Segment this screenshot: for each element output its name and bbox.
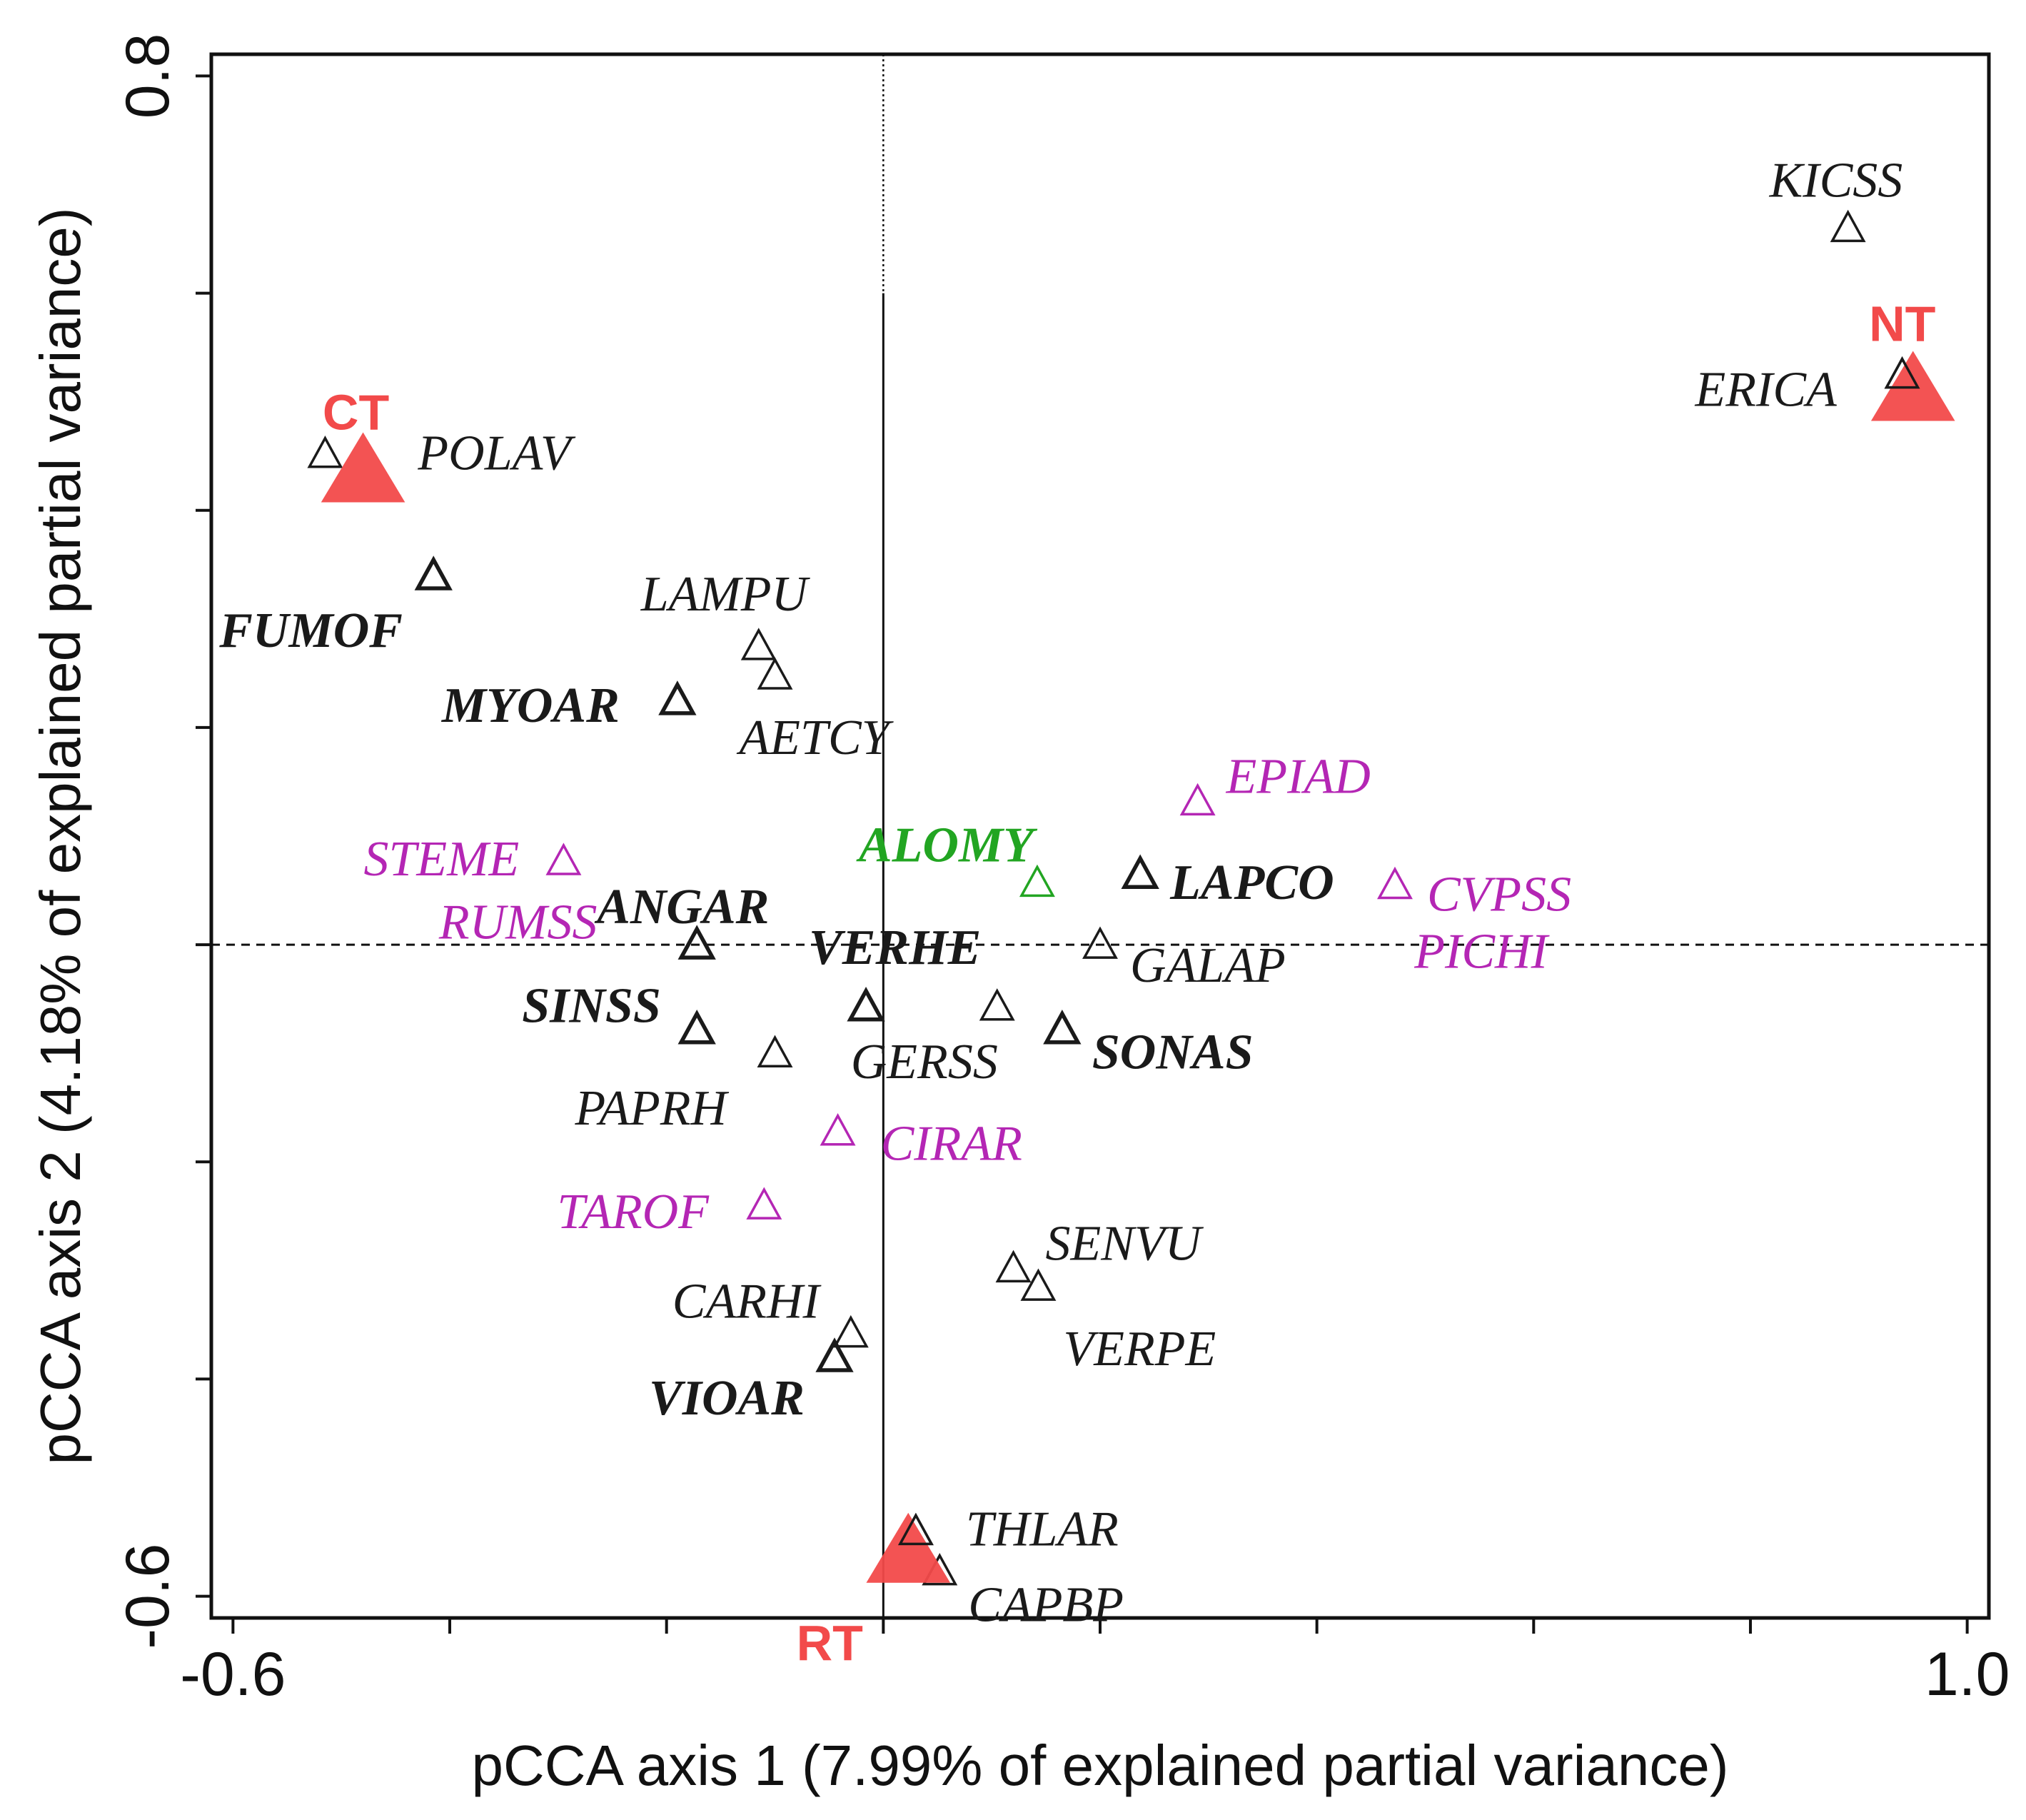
- species-point-tarof: [746, 1187, 782, 1220]
- species-label-myoar: MYOAR: [441, 678, 620, 733]
- species-point-lapco: [1121, 854, 1159, 890]
- species-point-sonas: [1043, 1009, 1082, 1045]
- species-point-overlay-erica: [1884, 356, 1920, 389]
- species-point-polav: [307, 436, 343, 468]
- species-point-steme: [545, 843, 582, 875]
- species-label-verpe: VERPE: [1063, 1322, 1216, 1377]
- y-tick-label: 0.8: [114, 34, 182, 119]
- species-point-myoar: [658, 680, 697, 715]
- treatment-label-rt: RT: [797, 1615, 863, 1671]
- species-point-alomy: [1019, 864, 1055, 898]
- treatment-point-rt: [866, 1512, 951, 1583]
- species-point-aetcy: [757, 657, 793, 690]
- species-label-carhi: CARHI: [672, 1274, 822, 1329]
- species-label-sinss: SINSS: [522, 979, 661, 1034]
- reference-lines: [211, 54, 1989, 1618]
- x-tick-label: 1.0: [1925, 1640, 2010, 1709]
- treatment-label-nt: NT: [1869, 296, 1935, 351]
- y-tick-label: -0.6: [114, 1543, 182, 1649]
- axis-tick-labels: -0.6 1.0 0.8 -0.6: [114, 34, 2010, 1709]
- species-label-lapco: LAPCO: [1169, 855, 1334, 910]
- species-point-cirar: [820, 1113, 856, 1146]
- species-point-angar: [677, 925, 716, 960]
- species-label-capbp: CAPBP: [968, 1578, 1124, 1633]
- species-label-alomy: ALOMY: [856, 818, 1038, 873]
- species-label-erica: ERICA: [1695, 363, 1838, 418]
- x-axis-title: pCCA axis 1 (7.99% of explained partial …: [472, 1734, 1729, 1797]
- species-points: [307, 209, 1920, 1586]
- species-label-thlar: THLAR: [966, 1502, 1119, 1557]
- species-point-verhe: [847, 987, 885, 1022]
- species-label-steme: STEME: [363, 832, 519, 887]
- species-point-carhi: [832, 1314, 869, 1348]
- species-point-epiad: [1179, 783, 1216, 816]
- species-point-galap: [1082, 926, 1118, 959]
- species-label-vioar: VIOAR: [649, 1371, 805, 1426]
- species-point-sinss: [677, 1009, 716, 1045]
- species-label-epiad: EPIAD: [1226, 749, 1371, 804]
- species-label-pichi: PICHI: [1413, 925, 1550, 980]
- species-label-fumof: FUMOF: [218, 603, 403, 658]
- species-label-galap: GALAP: [1130, 938, 1286, 993]
- species-point-vioar: [815, 1337, 854, 1372]
- species-label-tarof: TAROF: [557, 1185, 710, 1240]
- species-label-senvu: SENVU: [1046, 1216, 1204, 1271]
- species-label-gerss: GERSS: [851, 1035, 998, 1090]
- x-tick-label: -0.6: [180, 1640, 286, 1709]
- species-point-senvu: [995, 1250, 1032, 1283]
- y-axis-title: pCCA axis 2 (4.18% of explained partial …: [29, 208, 92, 1465]
- species-labels: KICSS ERICA POLAV FUMOF LAMPU AETCY MYOAR EPIAD…: [218, 153, 1902, 1632]
- species-label-rumss: RUMSS: [438, 895, 598, 950]
- treatment-point-nt: [1870, 351, 1955, 421]
- species-point-cvpss: [1377, 866, 1413, 900]
- species-label-angar: ANGAR: [594, 880, 769, 935]
- species-point-lampu: [740, 628, 777, 660]
- species-point-kicss: [1830, 209, 1866, 243]
- species-label-cirar: CIRAR: [881, 1117, 1022, 1172]
- species-point-paprh: [757, 1035, 793, 1067]
- treatment-label-ct: CT: [323, 385, 389, 441]
- species-point-gerss: [979, 988, 1015, 1021]
- species-label-aetcy: AETCY: [737, 710, 894, 765]
- species-label-lampu: LAMPU: [640, 567, 811, 622]
- treatment-markers: CT NT RT: [321, 296, 1955, 1671]
- species-point-fumof: [414, 555, 453, 590]
- treatment-point-ct: [321, 432, 405, 503]
- species-point-verpe: [1020, 1268, 1057, 1301]
- species-label-polav: POLAV: [417, 426, 576, 481]
- species-label-cvpss: CVPSS: [1427, 867, 1571, 922]
- species-label-verhe: VERHE: [809, 920, 981, 975]
- axis-ticks: [196, 74, 1969, 1634]
- species-label-paprh: PAPRH: [575, 1081, 730, 1136]
- species-label-kicss: KICSS: [1769, 153, 1903, 208]
- species-label-sonas: SONAS: [1092, 1025, 1254, 1080]
- species-point-overlay-thlar: [897, 1512, 934, 1546]
